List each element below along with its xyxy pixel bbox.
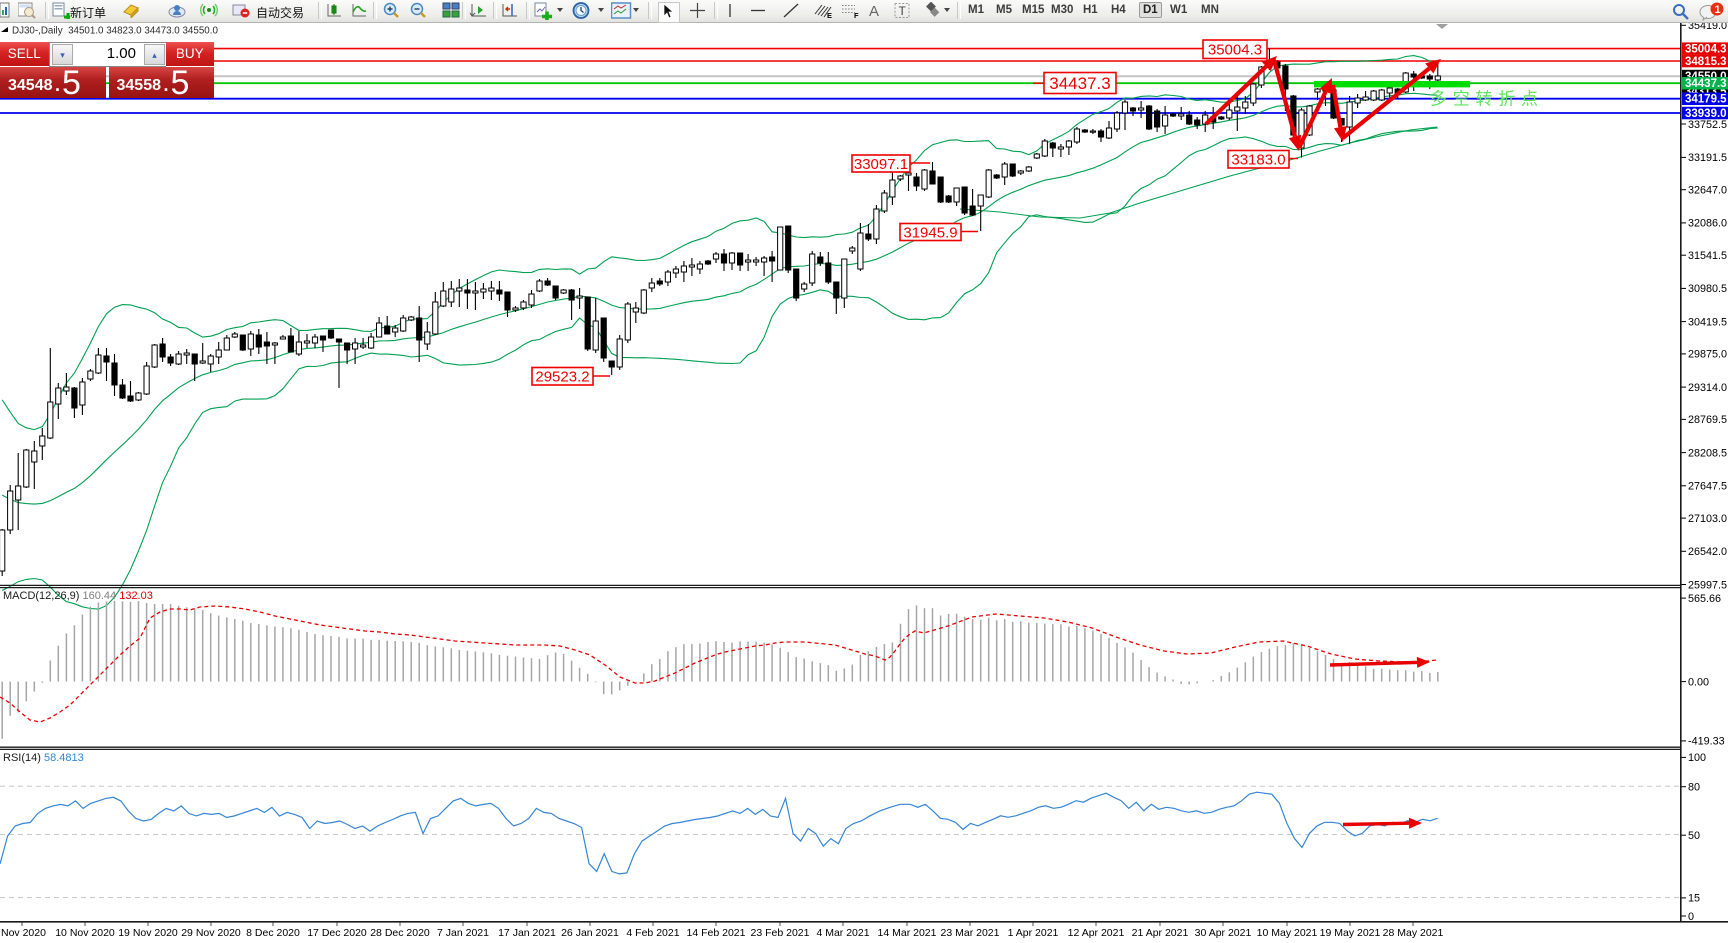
svg-text:17 Dec 2020: 17 Dec 2020 [307,927,367,939]
svg-text:15: 15 [1688,893,1700,905]
svg-text:28 Dec 2020: 28 Dec 2020 [370,927,430,939]
svg-text:1 Apr 2021: 1 Apr 2021 [1008,927,1059,939]
svg-text:0: 0 [1688,911,1694,923]
svg-text:30 Apr 2021: 30 Apr 2021 [1195,927,1252,939]
svg-text:23 Mar 2021: 23 Mar 2021 [941,927,1000,939]
svg-text:23 Feb 2021: 23 Feb 2021 [751,927,810,939]
svg-text:31541.5: 31541.5 [1688,250,1727,262]
svg-text:25997.5: 25997.5 [1688,579,1727,591]
svg-text:21 Apr 2021: 21 Apr 2021 [1132,927,1189,939]
svg-text:34815.3: 34815.3 [1685,56,1727,68]
svg-text:35004.3: 35004.3 [1208,42,1262,59]
svg-text:33191.5: 33191.5 [1688,152,1727,164]
svg-text:0.00: 0.00 [1688,676,1709,688]
svg-text:4 Feb 2021: 4 Feb 2021 [626,927,679,939]
svg-text:29314.0: 29314.0 [1688,382,1727,394]
svg-text:Nov 2020: Nov 2020 [1,927,46,939]
svg-text:30980.5: 30980.5 [1688,283,1727,295]
svg-text:31945.9: 31945.9 [903,224,957,241]
svg-text:F: F [854,11,859,19]
svg-text:27647.5: 27647.5 [1688,481,1727,493]
svg-text:7 Jan 2021: 7 Jan 2021 [437,927,489,939]
svg-text:27103.0: 27103.0 [1688,513,1727,525]
svg-text:33183.0: 33183.0 [1231,152,1285,169]
svg-text:32086.0: 32086.0 [1688,218,1727,230]
svg-text:4 Mar 2021: 4 Mar 2021 [816,927,869,939]
svg-text:33097.1: 33097.1 [854,156,908,173]
svg-text:8 Dec 2020: 8 Dec 2020 [246,927,300,939]
svg-text:28769.5: 28769.5 [1688,414,1727,426]
svg-text:565.66: 565.66 [1688,593,1721,605]
svg-text:28208.5: 28208.5 [1688,447,1727,459]
svg-text:A: A [869,3,879,19]
svg-text:19 May 2021: 19 May 2021 [1320,927,1381,939]
svg-text:17 Jan 2021: 17 Jan 2021 [498,927,556,939]
svg-text:26 Jan 2021: 26 Jan 2021 [561,927,619,939]
svg-text:10 May 2021: 10 May 2021 [1257,927,1318,939]
svg-text:10 Nov 2020: 10 Nov 2020 [55,927,115,939]
svg-text:33752.5: 33752.5 [1688,119,1727,131]
svg-text:MACD(12,26,9) 160.44 132.03: MACD(12,26,9) 160.44 132.03 [3,590,153,602]
svg-text:T: T [899,4,907,18]
svg-text:E: E [827,11,832,19]
svg-text:29875.0: 29875.0 [1688,349,1727,361]
svg-text:多空转折点: 多空转折点 [1430,90,1538,109]
svg-text:35419.0: 35419.0 [1688,20,1727,32]
svg-text:14 Mar 2021: 14 Mar 2021 [878,927,937,939]
svg-text:DJ30-,Daily 34501.0 34823.0 3: DJ30-,Daily 34501.0 34823.0 34473.0 3455… [12,26,218,37]
svg-text:19 Nov 2020: 19 Nov 2020 [118,927,178,939]
svg-text:34437.3: 34437.3 [1685,78,1727,90]
svg-text:RSI(14) 58.4813: RSI(14) 58.4813 [3,752,84,764]
svg-text:100: 100 [1688,752,1706,764]
svg-text:30419.5: 30419.5 [1688,316,1727,328]
svg-text:12 Apr 2021: 12 Apr 2021 [1068,927,1125,939]
svg-text:-419.33: -419.33 [1688,736,1725,748]
svg-text:50: 50 [1688,830,1700,842]
svg-text:14 Feb 2021: 14 Feb 2021 [687,927,746,939]
svg-text:80: 80 [1688,782,1700,794]
svg-text:29523.2: 29523.2 [535,369,589,386]
svg-text:28 May 2021: 28 May 2021 [1383,927,1444,939]
svg-text:1: 1 [1715,4,1721,16]
svg-text:29 Nov 2020: 29 Nov 2020 [181,927,241,939]
svg-text:26542.0: 26542.0 [1688,546,1727,558]
svg-text:34437.3: 34437.3 [1049,74,1110,93]
svg-text:34179.5: 34179.5 [1685,94,1727,106]
svg-text:35004.3: 35004.3 [1685,44,1727,56]
svg-text:33939.0: 33939.0 [1685,108,1727,120]
svg-text:32647.0: 32647.0 [1688,185,1727,197]
